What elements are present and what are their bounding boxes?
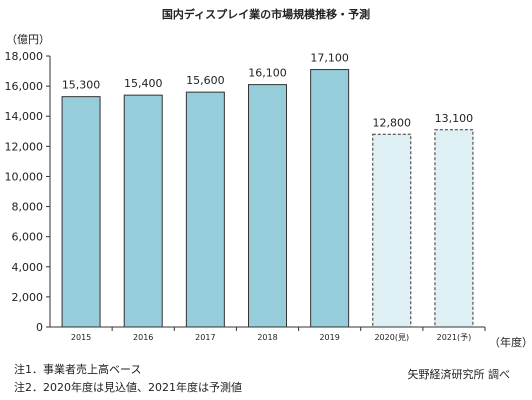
bar: [186, 92, 224, 327]
bar-value-label: 15,600: [186, 74, 225, 87]
footnote-1: 注1．事業者売上高ベース: [14, 361, 141, 377]
bar-value-label: 13,100: [435, 112, 474, 125]
x-tick-label: 2015: [71, 333, 91, 342]
y-tick-label: 6,000: [12, 231, 44, 244]
x-tick-label: 2019: [319, 333, 339, 342]
bar: [311, 70, 349, 327]
source-credit: 矢野経済研究所 調べ: [408, 366, 511, 382]
x-tick-label: 2016: [133, 333, 153, 342]
y-tick-label: 12,000: [5, 140, 44, 153]
y-tick-label: 8,000: [12, 201, 44, 214]
y-tick-label: 10,000: [5, 170, 44, 183]
bar-value-label: 16,100: [248, 67, 287, 80]
bar: [249, 85, 287, 327]
chart-title: 国内ディスプレイ業の市場規模推移・予測: [162, 7, 370, 21]
bar: [62, 97, 100, 327]
y-tick-label: 0: [36, 321, 43, 334]
bar-value-label: 12,800: [373, 116, 412, 129]
footnote-2: 注2．2020年度は見込値、2021年度は予測値: [14, 379, 242, 395]
x-tick-label: 2017: [195, 333, 215, 342]
bar-estimate: [435, 130, 473, 327]
x-tick-label: 2020(見): [374, 333, 409, 342]
bar-estimate: [373, 134, 411, 327]
y-tick-label: 16,000: [5, 80, 44, 93]
y-axis-unit-label: （億円）: [6, 33, 50, 46]
x-tick-label: 2018: [257, 333, 277, 342]
bar-value-label: 15,300: [62, 79, 101, 92]
x-tick-label: 2021(予): [437, 333, 472, 342]
bar: [124, 95, 162, 327]
y-tick-label: 18,000: [5, 50, 44, 63]
y-tick-label: 2,000: [12, 291, 44, 304]
x-axis-unit-label: （年度）: [489, 335, 532, 349]
y-tick-label: 14,000: [5, 110, 44, 123]
bar-value-label: 15,400: [124, 77, 163, 90]
bar-value-label: 17,100: [310, 52, 349, 65]
y-tick-label: 4,000: [12, 261, 44, 274]
